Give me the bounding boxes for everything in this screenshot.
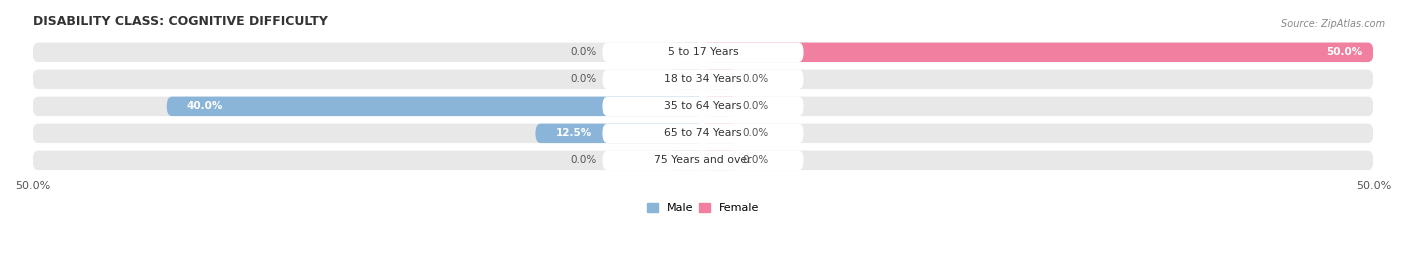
- FancyBboxPatch shape: [32, 70, 1374, 89]
- Text: Source: ZipAtlas.com: Source: ZipAtlas.com: [1281, 19, 1385, 29]
- Text: 0.0%: 0.0%: [571, 74, 598, 84]
- FancyBboxPatch shape: [703, 151, 737, 170]
- Text: 0.0%: 0.0%: [742, 128, 768, 138]
- Text: 0.0%: 0.0%: [571, 155, 598, 166]
- FancyBboxPatch shape: [167, 97, 703, 116]
- FancyBboxPatch shape: [703, 124, 737, 143]
- FancyBboxPatch shape: [703, 97, 737, 116]
- FancyBboxPatch shape: [703, 43, 1374, 62]
- Text: 50.0%: 50.0%: [1326, 47, 1362, 57]
- Text: 35 to 64 Years: 35 to 64 Years: [664, 101, 742, 111]
- FancyBboxPatch shape: [602, 97, 804, 116]
- FancyBboxPatch shape: [669, 151, 703, 170]
- Text: DISABILITY CLASS: COGNITIVE DIFFICULTY: DISABILITY CLASS: COGNITIVE DIFFICULTY: [32, 15, 328, 28]
- Text: 0.0%: 0.0%: [742, 74, 768, 84]
- FancyBboxPatch shape: [669, 43, 703, 62]
- Text: 0.0%: 0.0%: [742, 101, 768, 111]
- Text: 0.0%: 0.0%: [742, 155, 768, 166]
- Text: 5 to 17 Years: 5 to 17 Years: [668, 47, 738, 57]
- FancyBboxPatch shape: [602, 43, 804, 62]
- FancyBboxPatch shape: [32, 124, 1374, 143]
- FancyBboxPatch shape: [602, 70, 804, 89]
- FancyBboxPatch shape: [536, 124, 703, 143]
- Text: 65 to 74 Years: 65 to 74 Years: [664, 128, 742, 138]
- FancyBboxPatch shape: [32, 151, 1374, 170]
- FancyBboxPatch shape: [669, 70, 703, 89]
- Text: 12.5%: 12.5%: [555, 128, 592, 138]
- FancyBboxPatch shape: [602, 124, 804, 143]
- Text: 75 Years and over: 75 Years and over: [654, 155, 752, 166]
- FancyBboxPatch shape: [32, 43, 1374, 62]
- FancyBboxPatch shape: [703, 70, 737, 89]
- FancyBboxPatch shape: [602, 151, 804, 170]
- FancyBboxPatch shape: [32, 97, 1374, 116]
- Text: 18 to 34 Years: 18 to 34 Years: [664, 74, 742, 84]
- Text: 0.0%: 0.0%: [571, 47, 598, 57]
- Text: 40.0%: 40.0%: [187, 101, 224, 111]
- Legend: Male, Female: Male, Female: [647, 203, 759, 213]
